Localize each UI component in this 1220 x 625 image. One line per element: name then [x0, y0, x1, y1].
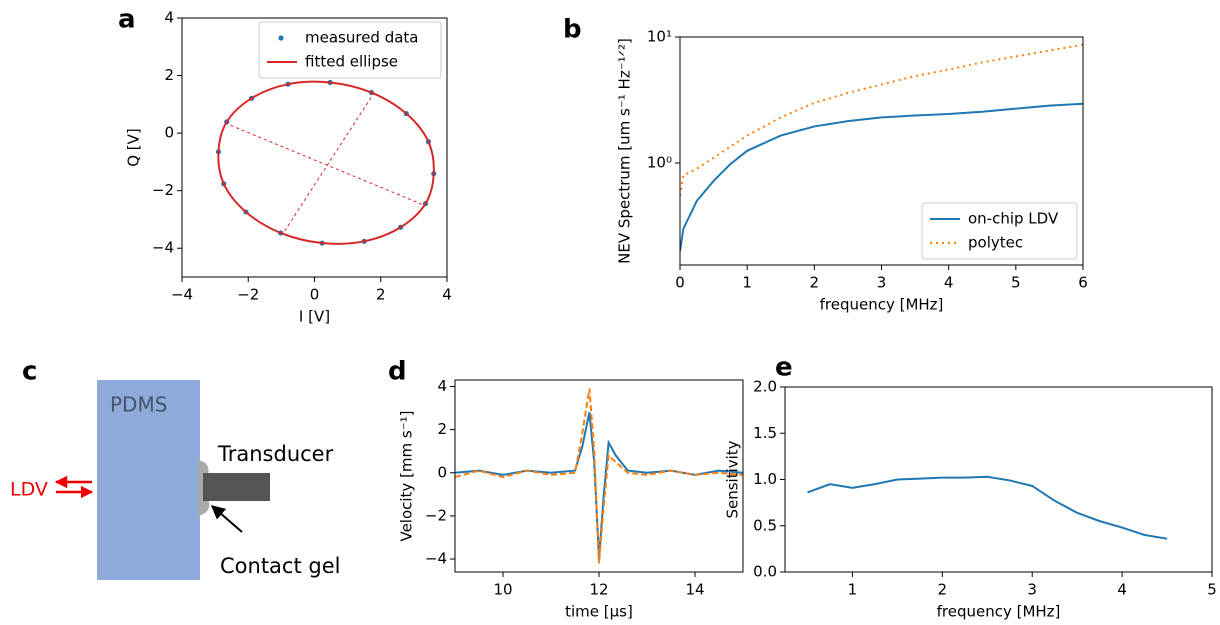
y-tick-label: −2 [152, 181, 174, 199]
y-tick-label: 10¹ [647, 28, 672, 46]
device-label: Transducer [217, 442, 334, 466]
series-line [680, 102, 1083, 252]
y-tick-label: −4 [152, 239, 174, 257]
y-tick-label: 2 [164, 66, 174, 84]
legend-label: on-chip LDV [968, 210, 1059, 228]
series-line [455, 388, 743, 564]
y-axis-label: Velocity [mm s⁻¹] [398, 410, 416, 541]
panel-letter: a [118, 5, 136, 35]
y-tick-label: 0.0 [753, 563, 777, 581]
pdms-block [97, 380, 200, 580]
axes-frame [784, 386, 1213, 573]
x-axis-label: frequency [MHz] [937, 603, 1061, 621]
legend: on-chip LDV polytec [921, 202, 1078, 260]
y-tick-label: 4 [437, 377, 447, 395]
y-tick-label: 1.0 [753, 470, 777, 488]
series-line [455, 412, 743, 560]
x-tick-label: 0 [310, 286, 320, 304]
axes-frame [181, 17, 448, 278]
panel-letter: d [388, 357, 407, 387]
y-tick-label: −4 [425, 550, 447, 568]
panel-letter: e [775, 353, 793, 383]
x-tick-label: 1 [742, 274, 752, 292]
x-tick-label: 3 [1027, 581, 1037, 599]
y-axis-label: NEV Spectrum [um s⁻¹ Hz⁻¹ᐟ²] [616, 38, 634, 264]
chart: e 1 2 3 4 5 0.0 0.5 1.0 1.5 2.0 frequency [MHz] Sens… [724, 353, 1217, 621]
legend-swatch [278, 35, 284, 41]
series-line [217, 80, 435, 245]
plot-area [680, 43, 1083, 252]
x-tick-label: 5 [1207, 581, 1217, 599]
series-line [224, 122, 425, 206]
x-tick-label: 14 [685, 581, 704, 599]
y-tick-label: 2.0 [753, 378, 777, 396]
y-tick-label: −2 [425, 506, 447, 524]
series-line [807, 475, 1168, 540]
legend-label: polytec [968, 234, 1023, 252]
series-line [680, 43, 1083, 196]
panel-letter: c [22, 357, 37, 387]
y-tick-label: 0.5 [753, 516, 777, 534]
x-tick-label: 10 [493, 581, 512, 599]
plot-area [455, 388, 743, 564]
x-tick-label: 4 [944, 274, 954, 292]
chart: a −4 −2 0 2 4 −4 −2 0 2 4 I [V] Q [V] measured data fi… [118, 5, 452, 326]
plot-area [807, 475, 1168, 540]
y-tick-label: 0 [164, 124, 174, 142]
chart: b 0 1 2 3 4 5 6 10⁰ 10¹ frequency [MHz] NEV Spectru… [563, 15, 1088, 314]
x-tick-label: 4 [1117, 581, 1127, 599]
x-tick-label: 2 [376, 286, 386, 304]
y-tick-label: 0 [437, 463, 447, 481]
arrow [210, 505, 243, 533]
y-axis-label: Q [V] [125, 128, 143, 167]
legend-label: measured data [305, 29, 419, 47]
axes-frame [679, 36, 1084, 266]
x-tick-label: 5 [1011, 274, 1021, 292]
x-axis-label: frequency [MHz] [820, 296, 944, 314]
legend-label: fitted ellipse [305, 53, 398, 71]
y-axis-label: Sensitivity [724, 440, 742, 518]
legend-box [921, 202, 1078, 260]
x-tick-label: 6 [1078, 274, 1088, 292]
transducer [203, 473, 270, 501]
x-tick-label: 3 [877, 274, 887, 292]
series-line [284, 92, 375, 232]
coupling-label: Contact gel [220, 554, 340, 578]
diagram: c PDMS Transducer Contact gel LDV [10, 357, 340, 580]
y-tick-label: 10⁰ [647, 153, 672, 171]
chart: d 10 12 14 −4 −2 0 2 4 time [μs] Velocity [mm s⁻¹] [388, 357, 744, 621]
x-tick-label: 4 [442, 286, 452, 304]
x-tick-label: 12 [589, 581, 608, 599]
x-tick-label: 2 [938, 581, 948, 599]
panel-letter: b [563, 15, 582, 45]
x-tick-label: 0 [675, 274, 685, 292]
axes-frame [454, 379, 744, 573]
probe-label: LDV [10, 479, 48, 501]
x-axis-label: I [V] [299, 308, 330, 326]
legend-box [258, 21, 442, 79]
y-tick-label: 2 [437, 420, 447, 438]
legend: measured data fitted ellipse [258, 21, 442, 79]
y-tick-label: 4 [164, 9, 174, 27]
block-label: PDMS [110, 393, 167, 417]
x-tick-label: −2 [237, 286, 259, 304]
x-tick-label: 2 [810, 274, 820, 292]
plot-area [215, 79, 437, 246]
x-tick-label: 1 [848, 581, 858, 599]
x-tick-label: −4 [171, 286, 193, 304]
y-tick-label: 1.5 [753, 424, 777, 442]
x-axis-label: time [μs] [565, 603, 633, 621]
